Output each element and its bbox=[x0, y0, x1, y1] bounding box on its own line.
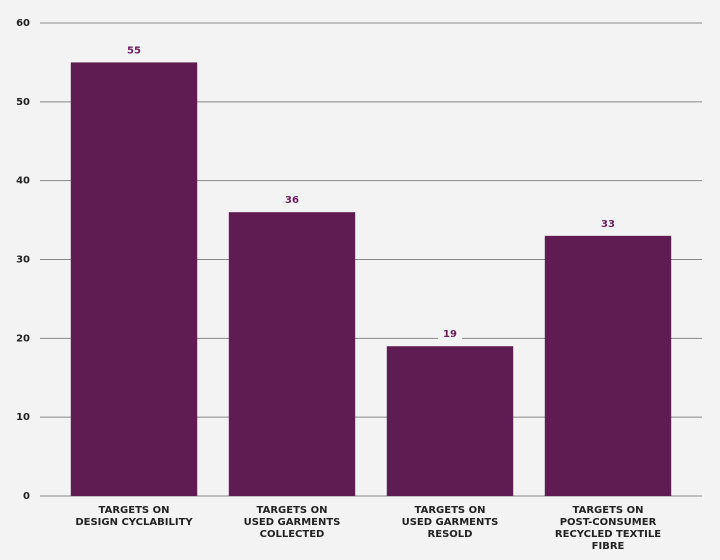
x-tick-label: POST-CONSUMER bbox=[560, 517, 657, 528]
x-tick-label: USED GARMENTS bbox=[402, 517, 499, 528]
value-label: 19 bbox=[443, 329, 457, 340]
bar bbox=[544, 235, 672, 496]
x-tick-label: TARGETS ON bbox=[99, 505, 170, 516]
y-tick-label: 10 bbox=[16, 412, 30, 423]
value-label-bg bbox=[122, 42, 146, 57]
value-label: 36 bbox=[285, 195, 299, 206]
x-tick-label: RECYCLED TEXTILE bbox=[555, 529, 661, 540]
y-tick-label: 30 bbox=[16, 255, 30, 266]
value-label-bg bbox=[596, 215, 620, 230]
x-tick-label: RESOLD bbox=[428, 529, 473, 540]
x-tick-label: COLLECTED bbox=[260, 529, 325, 540]
x-tick-label: TARGETS ON bbox=[573, 505, 644, 516]
value-label: 55 bbox=[127, 45, 141, 56]
x-tick-label: USED GARMENTS bbox=[244, 517, 341, 528]
bar bbox=[386, 346, 514, 496]
x-tick-label: TARGETS ON bbox=[257, 505, 328, 516]
value-label: 33 bbox=[601, 219, 615, 230]
y-tick-label: 60 bbox=[16, 18, 30, 29]
x-tick-label: FIBRE bbox=[592, 541, 625, 552]
y-tick-label: 40 bbox=[16, 176, 30, 187]
bar bbox=[70, 62, 198, 497]
x-tick-label: TARGETS ON bbox=[415, 505, 486, 516]
value-label-bg bbox=[438, 326, 462, 341]
y-tick-label: 0 bbox=[23, 491, 30, 502]
y-tick-label: 50 bbox=[16, 97, 30, 108]
value-label-bg bbox=[280, 192, 304, 207]
bar bbox=[228, 212, 356, 496]
x-tick-label: DESIGN CYCLABILITY bbox=[75, 517, 193, 528]
y-tick-label: 20 bbox=[16, 333, 30, 344]
